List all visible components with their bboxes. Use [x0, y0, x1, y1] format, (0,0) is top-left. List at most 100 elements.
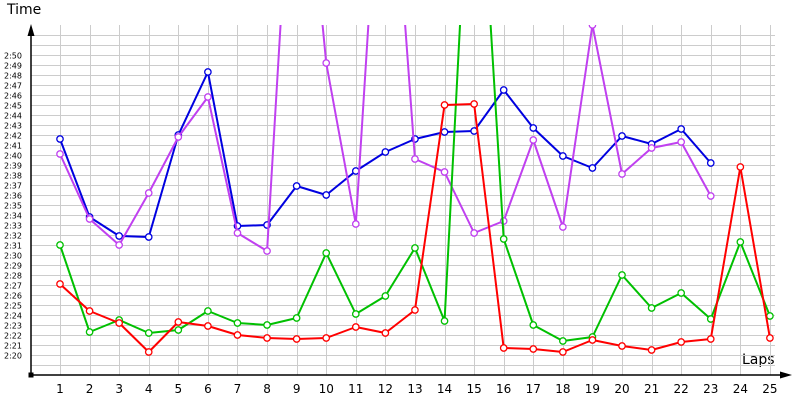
data-point-marker — [529, 136, 538, 144]
data-point-marker — [292, 335, 301, 343]
data-point-marker — [411, 155, 419, 163]
x-tick-label: 1 — [56, 382, 64, 396]
x-tick-label: 12 — [378, 382, 393, 396]
series-blue — [56, 68, 715, 241]
data-point-marker — [144, 329, 153, 337]
x-tick-label: 13 — [407, 382, 422, 396]
data-point-marker — [115, 319, 124, 327]
x-tick-label: 3 — [115, 382, 123, 396]
data-point-marker — [529, 321, 538, 329]
x-tick-label: 6 — [204, 382, 212, 396]
data-point-marker — [706, 192, 715, 200]
y-tick-label: 2:28 — [4, 272, 22, 281]
y-tick-label: 2:42 — [4, 132, 22, 141]
data-point-marker — [618, 132, 626, 140]
x-tick-label: 8 — [263, 382, 271, 396]
y-tick-label: 2:49 — [4, 62, 22, 71]
x-tick-label: 24 — [733, 382, 748, 396]
grid-lines — [31, 25, 775, 375]
data-point-marker — [204, 68, 212, 76]
data-point-marker — [322, 59, 331, 67]
data-point-marker — [263, 247, 271, 255]
x-tick-label: 18 — [555, 382, 570, 396]
data-point-marker — [233, 319, 242, 327]
data-point-marker — [677, 125, 686, 133]
data-point-marker — [381, 329, 390, 337]
data-point-marker — [588, 25, 597, 29]
y-tick-label: 2:31 — [4, 242, 22, 251]
series-red — [56, 100, 774, 356]
data-point-marker — [56, 241, 64, 249]
y-tick-label: 2:20 — [4, 352, 22, 361]
data-point-marker — [618, 342, 626, 350]
data-point-marker — [618, 170, 626, 178]
x-tick-label: 11 — [348, 382, 363, 396]
data-point-marker — [677, 138, 686, 146]
y-tick-label: 2:44 — [4, 112, 22, 121]
data-point-marker — [85, 328, 94, 336]
y-tick-label: 2:46 — [4, 92, 22, 101]
data-point-marker — [588, 336, 597, 344]
data-point-marker — [440, 317, 449, 325]
data-point-marker — [292, 314, 301, 322]
data-point-marker — [263, 321, 271, 329]
x-tick-label: 7 — [234, 382, 242, 396]
data-point-marker — [56, 150, 64, 158]
x-tick-label: 10 — [319, 382, 334, 396]
y-tick-label: 2:40 — [4, 152, 22, 161]
x-tick-label: 19 — [585, 382, 600, 396]
data-point-marker — [85, 307, 94, 315]
y-tick-label: 2:25 — [4, 302, 22, 311]
y-tick-label: 2:35 — [4, 202, 22, 211]
y-tick-label: 2:48 — [4, 72, 22, 81]
data-point-marker — [381, 148, 390, 156]
y-tick-label: 2:24 — [4, 312, 22, 321]
y-tick-label: 2:32 — [4, 232, 22, 241]
x-tick-label: 21 — [644, 382, 659, 396]
data-point-marker — [559, 337, 567, 345]
x-tick-label: 15 — [466, 382, 481, 396]
axes — [27, 24, 792, 379]
y-axis-title: Time — [7, 2, 42, 18]
series-line-green — [59, 25, 771, 342]
x-tick-label: 5 — [174, 382, 182, 396]
data-point-marker — [647, 144, 656, 152]
x-tick-label: 25 — [762, 382, 777, 396]
y-tick-label: 2:23 — [4, 322, 22, 331]
x-tick-label: 4 — [145, 382, 153, 396]
data-point-marker — [677, 338, 686, 346]
data-point-marker — [559, 223, 567, 231]
data-point-marker — [499, 235, 508, 243]
y-tick-label: 2:30 — [4, 252, 22, 261]
data-point-marker — [499, 344, 508, 352]
data-point-marker — [322, 191, 331, 199]
y-tick-label: 2:43 — [4, 122, 22, 131]
data-point-marker — [263, 334, 271, 342]
y-tick-label: 2:34 — [4, 212, 22, 221]
data-point-marker — [736, 163, 745, 171]
data-point-marker — [351, 323, 360, 331]
data-point-marker — [204, 307, 212, 315]
data-point-marker — [56, 280, 64, 288]
data-point-marker — [411, 244, 419, 252]
x-axis-tick-labels: 1 2 3 4 5 6 7 8 9 10 11 12 13 14 15 16 17 18 19 20 21 22 23 24 2… — [56, 382, 777, 396]
data-point-marker — [736, 238, 745, 246]
x-tick-label: 17 — [526, 382, 541, 396]
data-point-marker — [115, 241, 124, 249]
data-point-marker — [440, 168, 449, 176]
axis-origin-marker — [28, 372, 34, 378]
x-tick-label: 23 — [703, 382, 718, 396]
data-point-marker — [351, 310, 360, 318]
data-point-marker — [588, 164, 597, 172]
x-tick-label: 2 — [86, 382, 94, 396]
data-point-marker — [322, 249, 331, 257]
y-tick-label: 2:50 — [4, 52, 22, 61]
y-tick-label: 2:26 — [4, 292, 22, 301]
y-tick-label: 2:29 — [4, 262, 22, 271]
data-point-marker — [351, 220, 360, 228]
data-point-marker — [233, 331, 242, 339]
x-tick-label: 20 — [614, 382, 629, 396]
data-point-marker — [56, 135, 64, 143]
data-point-marker — [440, 128, 449, 136]
